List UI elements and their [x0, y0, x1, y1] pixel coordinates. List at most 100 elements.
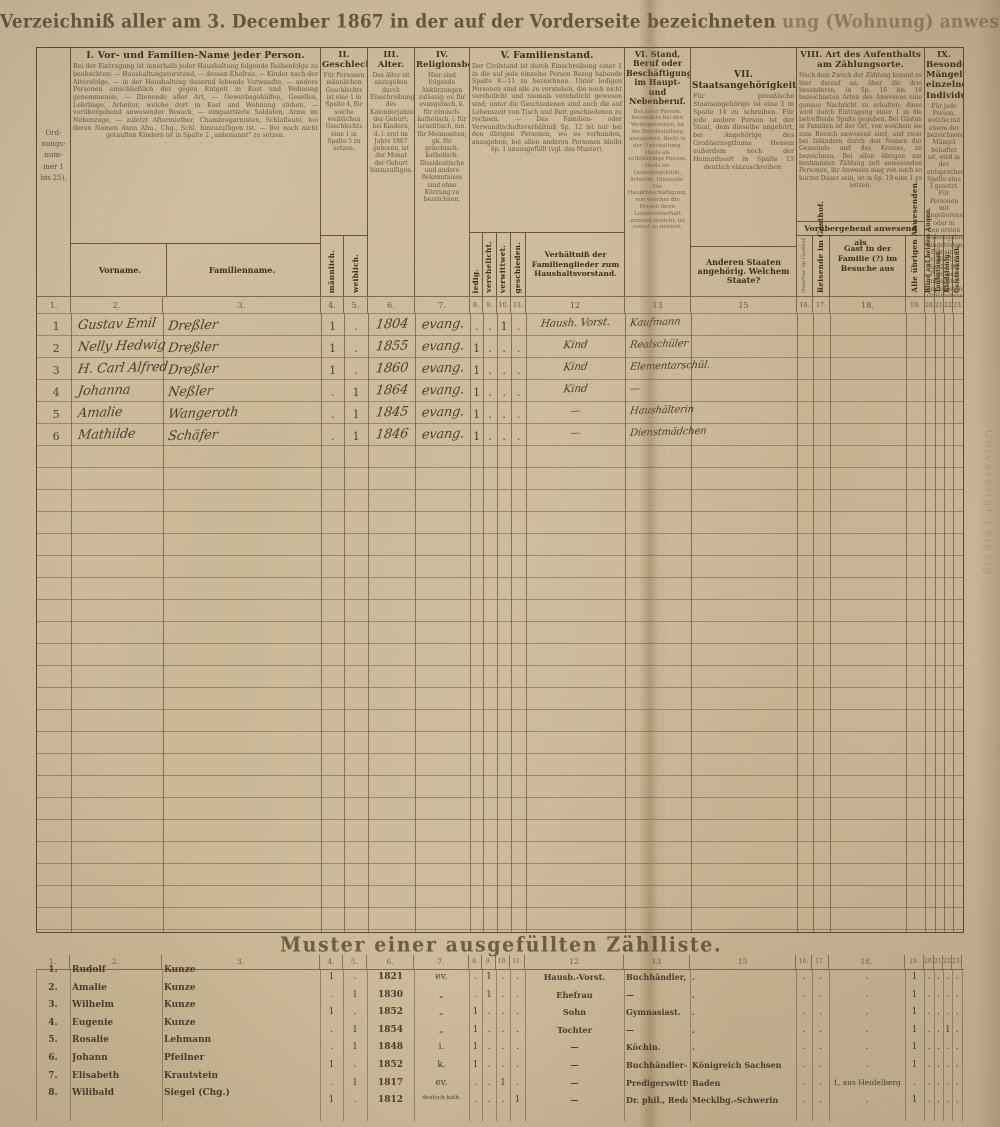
entry-m: 1	[329, 364, 336, 377]
muster-cell-c16: .	[819, 1060, 822, 1070]
muster-cell-c20: .	[927, 1007, 931, 1018]
muster-cell-c10: .	[501, 1095, 505, 1106]
muster-vline	[320, 969, 321, 1121]
entry-c11: .	[516, 342, 521, 355]
muster-cell-jahr: 1852	[377, 1007, 404, 1018]
muster-cell-c23: .	[955, 1095, 959, 1106]
entry-jahr: 1855	[374, 338, 410, 355]
entry-c11: .	[516, 320, 521, 333]
muster-colnum-c22: 22.	[943, 955, 953, 969]
entry-rel: evang.	[420, 338, 466, 355]
grid-vline	[470, 313, 471, 932]
muster-vline	[525, 969, 526, 1121]
muster-cell-c11: 1	[514, 1095, 521, 1106]
muster-cell-familienname: Kunze	[164, 1000, 196, 1011]
entry-verh: —	[569, 426, 582, 440]
col-9-verehelicht: verehelicht.	[483, 233, 497, 296]
entry-c8: 1	[473, 430, 480, 443]
muster-colnum-c11: 11.	[510, 955, 525, 969]
colnum-20: 20.	[925, 296, 935, 313]
entry-familienname: Dreßler	[167, 361, 219, 379]
grid-vline	[830, 313, 831, 932]
muster-vline	[624, 969, 625, 1121]
col-9-subheads: Blind auf beiden Augen. Taubstumm. Blöds…	[925, 207, 963, 296]
muster-cell-w: 1	[352, 989, 358, 1000]
col-9-instructions: Für jede Person, welche mit einem der be…	[927, 102, 963, 296]
col-2-instructions: Für Personen männlichen Geschlechts ist …	[323, 72, 365, 153]
colnum-10: 10.	[497, 296, 511, 313]
col-22-bloedsinnig: Blödsinnig.	[944, 236, 953, 296]
grid-vline	[163, 313, 164, 932]
grid-hline	[37, 445, 963, 446]
muster-cell-rel: i.	[438, 1042, 445, 1053]
muster-cell-w: 1	[352, 1077, 358, 1088]
muster-cell-c18: .	[865, 1095, 869, 1106]
page-title-main: Verzeichniß aller am 3. December 1867 in…	[0, 10, 776, 34]
col-8-instructions: Nach dem Zweck der Zählung kommt es hier…	[799, 72, 922, 189]
muster-cell-w: 1	[352, 1042, 358, 1053]
muster-cell-c21: .	[937, 1060, 940, 1070]
muster-cell-c10: .	[501, 1060, 505, 1070]
col-1-name-header: I. Vor- und Familien-Name jeder Person. …	[71, 48, 321, 296]
colnum-8: 8.	[470, 296, 483, 313]
muster-colnum-m: 4.	[320, 955, 343, 969]
entry-beruf: Kaufmann	[629, 316, 682, 329]
grid-vline	[483, 313, 484, 932]
muster-cell-beruf: Köchin.	[626, 1042, 661, 1053]
muster-cell-familienname: Kunze	[164, 965, 196, 975]
muster-cell-familienname: Kunze	[164, 982, 196, 993]
muster-cell-verh: Hausb.-Vorst.	[543, 972, 606, 982]
muster-cell-c16: .	[819, 1095, 822, 1106]
muster-cell-familienname: Krautstein	[164, 1070, 219, 1081]
muster-colnum-c21: 21.	[934, 955, 944, 969]
col-6-beruf-header: VI. Stand, Beruf oder Beschäftigung im H…	[625, 48, 691, 296]
entry-verh: Kind	[562, 360, 589, 374]
entry-rel: evang.	[420, 316, 466, 333]
muster-cell-c20: .	[927, 1095, 931, 1106]
colnum-11: 11.	[511, 296, 526, 313]
muster-cell-verh: —	[570, 1042, 579, 1053]
handwritten-entries: 1 Gustav Emil Dreßler 1. 1804 evang... 1. Haush…	[37, 313, 963, 932]
muster-cell-c8: 1	[472, 1042, 479, 1053]
muster-vline	[905, 969, 906, 1121]
muster-vline	[943, 969, 944, 1121]
muster-cell-m: .	[330, 1024, 333, 1035]
muster-cell-c11: .	[516, 1077, 519, 1088]
muster-cell-c19: 1	[911, 1024, 918, 1035]
grid-vline	[813, 313, 814, 932]
muster-cell-c21: .	[937, 1077, 940, 1088]
grid-hline	[37, 709, 963, 710]
muster-cell-c23: .	[955, 989, 959, 1000]
colnum-21: 21.	[935, 296, 945, 313]
col-5-weiblich: weiblich.	[350, 254, 360, 293]
muster-cell-c19: 1	[911, 1042, 918, 1053]
muster-cell-vorname: Wilhelm	[72, 1000, 114, 1011]
muster-cell-c20: .	[927, 1024, 931, 1035]
muster-cell-jahr: 1830	[377, 989, 404, 1000]
grid-vline	[497, 313, 498, 932]
muster-cell-vorname: Johann	[72, 1053, 108, 1063]
muster-cell-c15: .	[802, 1077, 806, 1088]
entry-familienname: Dreßler	[167, 317, 219, 335]
muster-cell-no: 2.	[48, 982, 58, 993]
muster-cell-jahr: 1817	[377, 1077, 404, 1088]
col-2-geschlecht-header: II. Geschlecht. Für Personen männlichen …	[321, 48, 368, 296]
grid-hline	[37, 885, 963, 886]
muster-cell-c15: .	[802, 972, 806, 982]
muster-cell-rel: ev.	[435, 1077, 448, 1088]
muster-vline	[36, 969, 37, 1121]
grid-vline	[526, 313, 527, 932]
muster-cell-jahr: 1821	[377, 972, 404, 982]
muster-vline	[829, 969, 830, 1121]
entry-m: .	[330, 386, 335, 399]
col-11-geschieden: geschieden.	[511, 233, 526, 296]
muster-cell-c19: .	[913, 1077, 916, 1088]
muster-cell-no: 3.	[48, 1000, 58, 1011]
colnum-23: 23.	[953, 296, 963, 313]
muster-cell-c22: .	[946, 1077, 949, 1088]
grid-vline	[321, 313, 322, 932]
muster-cell-c23: .	[955, 1042, 959, 1053]
muster-cell-c15: .	[802, 1095, 806, 1106]
entry-rel: evang.	[420, 426, 466, 443]
